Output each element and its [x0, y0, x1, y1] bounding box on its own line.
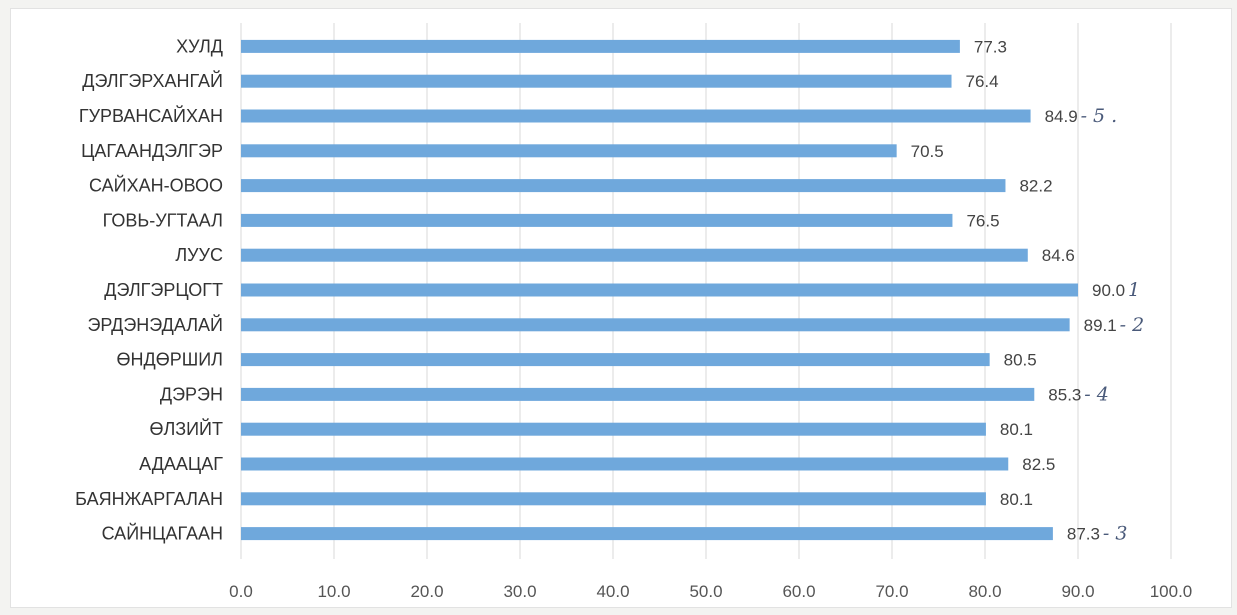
- handwritten-annotation: - 2: [1120, 314, 1145, 336]
- data-label: 80.5: [1004, 351, 1037, 370]
- data-label: 87.3: [1067, 525, 1100, 544]
- data-label: 84.9: [1045, 107, 1078, 126]
- data-label: 77.3: [974, 37, 1007, 56]
- handwritten-annotation: - 5 .: [1081, 105, 1118, 127]
- data-label: 89.1: [1084, 316, 1117, 335]
- x-tick-label: 80.0: [968, 582, 1001, 601]
- handwritten-annotation: - 4: [1084, 383, 1109, 405]
- bar: [241, 353, 990, 367]
- bar: [241, 422, 986, 436]
- x-tick-label: 90.0: [1061, 582, 1094, 601]
- category-label: ӨНДӨРШИЛ: [117, 350, 223, 370]
- category-label: ЛУУС: [175, 245, 223, 265]
- x-tick-label: 20.0: [410, 582, 443, 601]
- x-tick-label: 70.0: [875, 582, 908, 601]
- bar: [241, 144, 897, 158]
- bar: [241, 318, 1070, 332]
- x-axis-ticks: 0.0 10.0 20.0 30.0 40.0 50.0 60.0 70.0 80.0 90.0 1…: [229, 582, 1192, 601]
- bar: [241, 39, 960, 53]
- handwritten-annotation: - 3: [1103, 523, 1128, 545]
- bar: [241, 213, 953, 227]
- category-label: ГУРВАНСАЙХАН: [79, 105, 223, 126]
- category-label: АДААЦАГ: [139, 454, 223, 474]
- handwritten-annotation: 1: [1128, 279, 1140, 301]
- category-label: САЙХАН-ОВОО: [89, 175, 223, 196]
- x-tick-label: 50.0: [689, 582, 722, 601]
- bar: [241, 492, 986, 506]
- data-label: 82.5: [1022, 455, 1055, 474]
- bar: [241, 387, 1035, 401]
- category-label: ЭРДЭНЭДАЛАЙ: [87, 314, 223, 335]
- handwritten-notes: - 5 . 1 - 2 - 4 - 3: [1081, 105, 1145, 545]
- x-tick-label: 100.0: [1150, 582, 1193, 601]
- data-label: 80.1: [1000, 490, 1033, 509]
- category-label: ӨЛЗИЙТ: [149, 418, 223, 439]
- bar: [241, 248, 1028, 262]
- category-label: САЙНЦАГААН: [102, 523, 223, 544]
- bar: [241, 457, 1009, 471]
- category-labels: ХУЛД ДЭЛГЭРХАНГАЙ ГУРВАНСАЙХАН ЦАГААНДЭЛГЭР…: [75, 36, 223, 543]
- category-label: ДЭЛГЭРХАНГАЙ: [82, 70, 223, 91]
- x-tick-label: 40.0: [596, 582, 629, 601]
- data-label: 70.5: [911, 142, 944, 161]
- category-label: БАЯНЖАРГАЛАН: [75, 489, 223, 509]
- category-label: ЦАГААНДЭЛГЭР: [81, 141, 223, 161]
- data-label: 76.4: [966, 72, 999, 91]
- data-label: 82.2: [1019, 177, 1052, 196]
- bars: [241, 39, 1078, 541]
- category-label: ДЭЛГЭРЦОГТ: [104, 280, 223, 300]
- category-label: ДЭРЭН: [160, 384, 223, 404]
- bar: [241, 283, 1078, 297]
- data-label: 90.0: [1092, 281, 1125, 300]
- bar-chart: ХУЛД ДЭЛГЭРХАНГАЙ ГУРВАНСАЙХАН ЦАГААНДЭЛГЭР…: [75, 23, 1192, 601]
- data-label: 85.3: [1048, 385, 1081, 404]
- category-label: ГОВЬ-УГТААЛ: [103, 210, 223, 230]
- bar: [241, 179, 1006, 193]
- category-label: ХУЛД: [176, 36, 223, 56]
- x-tick-label: 0.0: [229, 582, 253, 601]
- x-tick-label: 30.0: [503, 582, 536, 601]
- x-tick-label: 10.0: [317, 582, 350, 601]
- bar: [241, 74, 952, 88]
- chart-frame: ХУЛД ДЭЛГЭРХАНГАЙ ГУРВАНСАЙХАН ЦАГААНДЭЛГЭР…: [10, 8, 1232, 608]
- data-labels: 77.3 76.4 84.9 70.5 82.2 76.5 84.6 90.0 89.1 80.5…: [911, 37, 1125, 543]
- x-tick-label: 60.0: [782, 582, 815, 601]
- bar: [241, 527, 1053, 541]
- bar: [241, 109, 1031, 123]
- data-label: 80.1: [1000, 420, 1033, 439]
- data-label: 84.6: [1042, 246, 1075, 265]
- data-label: 76.5: [966, 211, 999, 230]
